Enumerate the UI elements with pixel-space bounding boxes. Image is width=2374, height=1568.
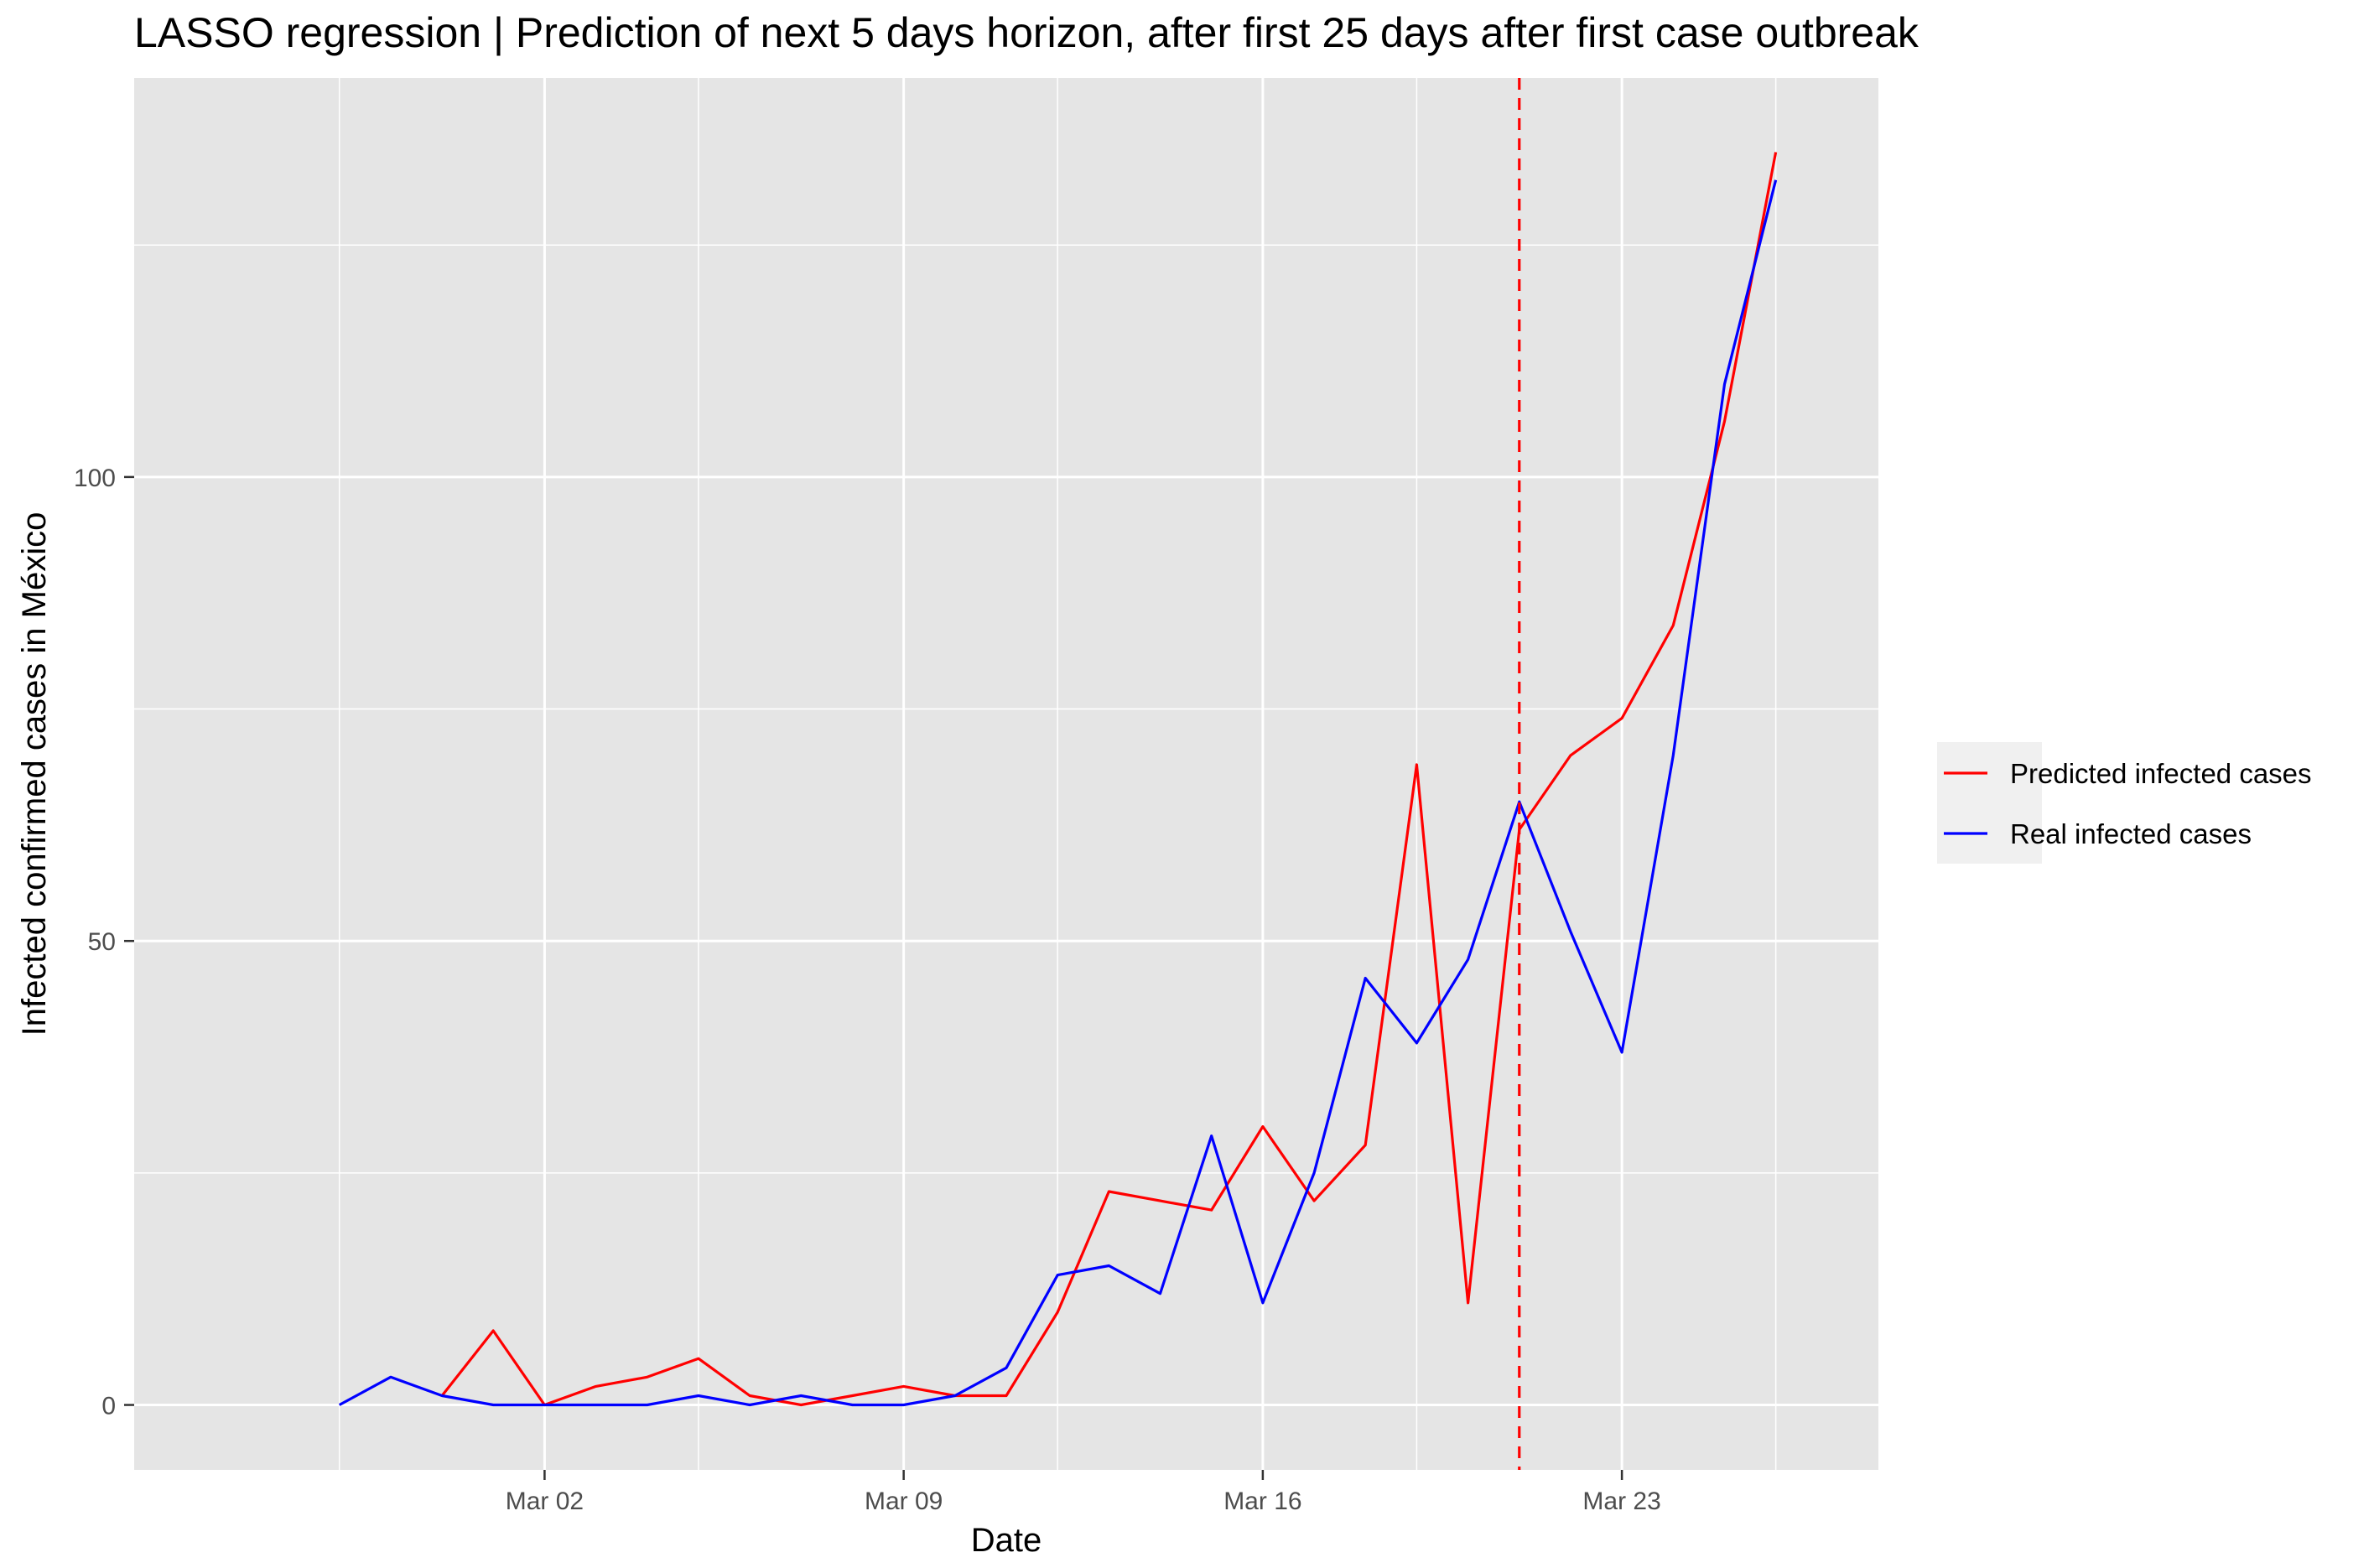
series-layer: [338, 152, 1778, 1407]
series-line-real: [338, 179, 1778, 1407]
y-tick-label: 50: [88, 928, 116, 956]
x-tick-label: Mar 09: [865, 1488, 943, 1515]
grid-minor: [134, 78, 1878, 1470]
x-axis-title: Date: [971, 1522, 1042, 1559]
y-axis-title: Infected confirmed cases in México: [16, 512, 53, 1036]
x-tick-label: Mar 02: [506, 1488, 584, 1515]
chart-title: LASSO regression | Prediction of next 5 …: [134, 9, 1919, 56]
y-tick-label: 100: [74, 465, 116, 492]
series-line-predicted: [440, 152, 1778, 1407]
axis-ticks: [124, 475, 1623, 1480]
grid-major: [134, 78, 1878, 1470]
y-tick-labels: 0 50 100: [74, 465, 116, 1420]
legend-label: Real infected cases: [2010, 818, 2252, 849]
x-tick-label: Mar 16: [1223, 1488, 1301, 1515]
legend: Predicted infected cases Real infected ca…: [1937, 742, 2312, 864]
x-tick-labels: Mar 02 Mar 09 Mar 16 Mar 23: [506, 1488, 1661, 1515]
plot-panel: [134, 78, 1878, 1470]
legend-key-background: [1937, 742, 2042, 864]
x-tick-label: Mar 23: [1582, 1488, 1660, 1515]
y-tick-label: 0: [101, 1393, 116, 1420]
legend-label: Predicted infected cases: [2010, 758, 2312, 789]
